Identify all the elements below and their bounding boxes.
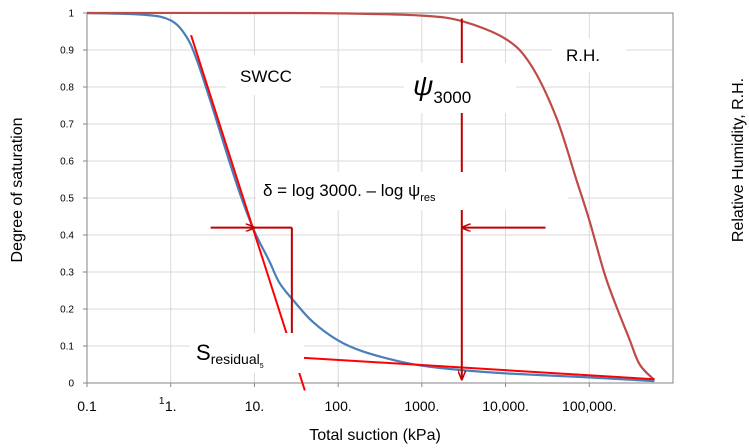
x-axis-ticks: 0.1 1. 10. 100. 1000. 10,000. 100,000. 1 bbox=[77, 383, 617, 414]
delta-main: δ = log 3000. – log ψ bbox=[263, 181, 420, 200]
s-main: S bbox=[196, 340, 211, 365]
rh-label: R.H. bbox=[566, 46, 600, 65]
swcc-label-box bbox=[226, 55, 320, 95]
s-residual-label: Sresidual5 bbox=[196, 340, 264, 370]
y-axis-title-right: Relative Humidity, R.H. bbox=[730, 78, 747, 242]
x-tick-label: 1000. bbox=[404, 398, 439, 414]
rh-curve bbox=[86, 11, 656, 381]
y-tick-label: 0.4 bbox=[60, 231, 74, 242]
delta-label: δ = log 3000. – log ψres bbox=[263, 181, 436, 204]
s-stray: 5 bbox=[260, 363, 264, 370]
y-tick-label: 1 bbox=[68, 9, 74, 20]
y-tick-label: 0.2 bbox=[60, 305, 74, 316]
y-tick-label: 0 bbox=[68, 379, 74, 390]
x-tick-label: 10. bbox=[245, 398, 264, 414]
y-tick-label: 0.9 bbox=[60, 46, 74, 57]
psi-subscript: 3000 bbox=[433, 88, 471, 107]
x-tick-label: 10,000. bbox=[482, 398, 529, 414]
swcc-label: SWCC bbox=[240, 67, 292, 86]
y-axis-ticks: 0 0.1 0.2 0.3 0.4 0.5 0.6 0.7 0.8 0.9 1 bbox=[60, 9, 87, 390]
x-axis-title: Total suction (kPa) bbox=[309, 427, 441, 444]
delta-subscript: res bbox=[420, 192, 436, 204]
x-tick-label: 100. bbox=[325, 398, 352, 414]
tangent-line-residual bbox=[291, 356, 655, 381]
y-tick-label: 0.7 bbox=[60, 120, 74, 131]
y-tick-label: 0.1 bbox=[60, 342, 74, 353]
x-tick-label: 100,000. bbox=[562, 398, 617, 414]
x-tick-stray-label: 1 bbox=[159, 396, 165, 407]
delta-label-box bbox=[256, 172, 568, 210]
x-tick-label: 1. bbox=[165, 398, 177, 414]
psi-label-box bbox=[404, 63, 516, 113]
y-tick-label: 0.6 bbox=[60, 157, 74, 168]
y-tick-label: 0.3 bbox=[60, 268, 74, 279]
y-tick-label: 0.5 bbox=[60, 194, 74, 205]
y-tick-label: 0.8 bbox=[60, 83, 74, 94]
tangent-line-steep bbox=[190, 34, 306, 391]
psi-symbol: ψ bbox=[413, 70, 433, 101]
x-tick-label: 0.1 bbox=[77, 398, 97, 414]
s-label-box bbox=[190, 333, 304, 373]
s-subscript: residual bbox=[211, 351, 260, 367]
y-axis-title: Degree of saturation bbox=[9, 118, 26, 263]
psi-label: ψ3000 bbox=[413, 70, 471, 107]
rh-label-box bbox=[552, 38, 626, 72]
